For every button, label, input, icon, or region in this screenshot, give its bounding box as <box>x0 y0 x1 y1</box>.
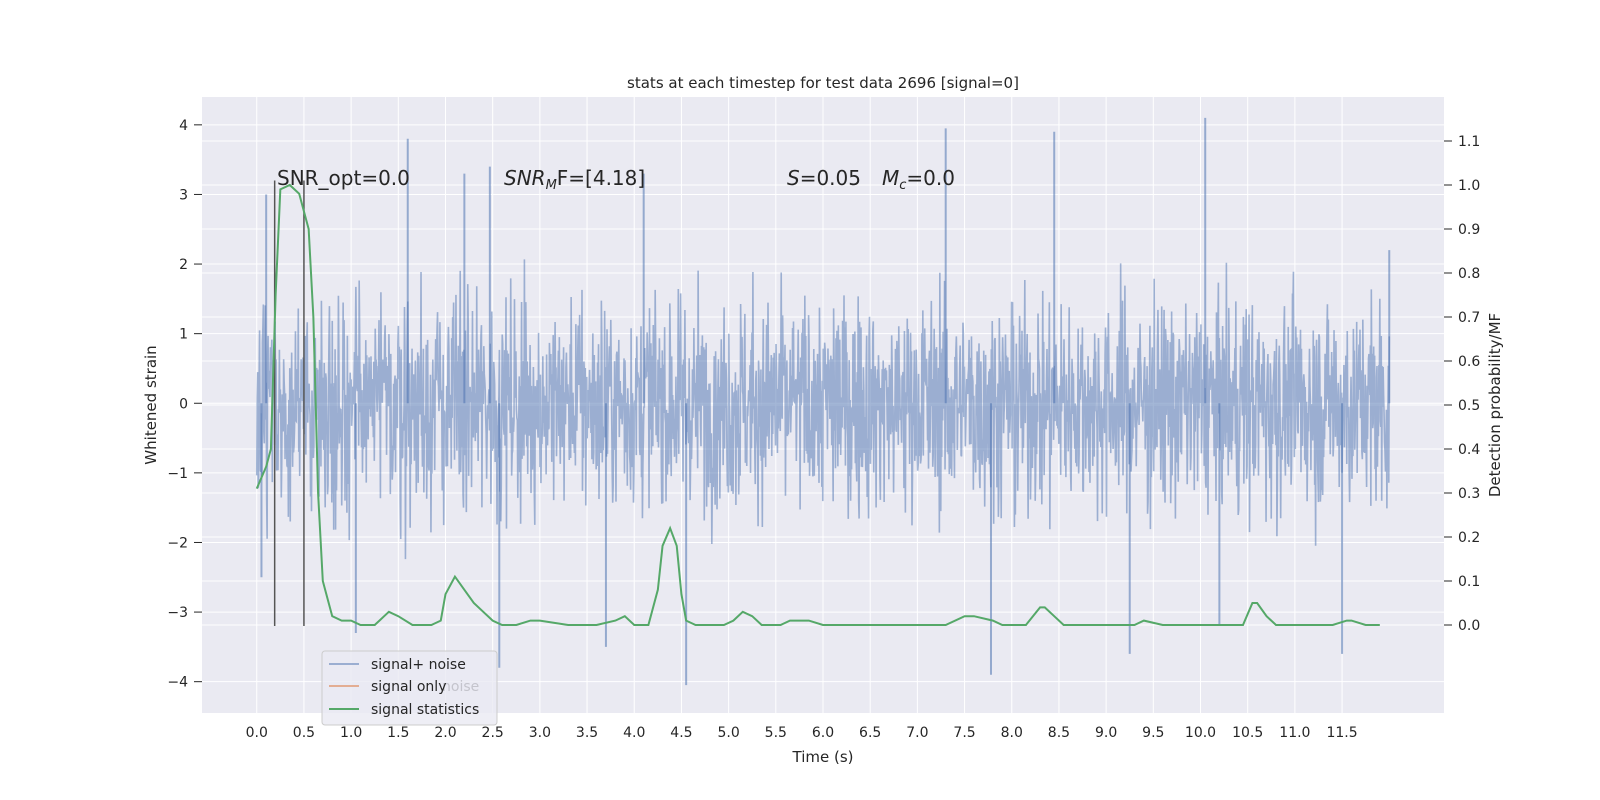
s-rest: =0.05 <box>800 166 861 190</box>
x-tick-label: 5.5 <box>765 725 787 741</box>
x-tick-labels: 0.0 0.5 1.0 1.5 2.0 2.5 3.0 3.5 4.0 4.5 5.0 5.5 6.0 6… <box>246 725 1358 741</box>
x-tick-label: 2.0 <box>434 725 456 741</box>
x-tick-label: 9.0 <box>1095 725 1117 741</box>
marker-vlines <box>273 180 305 626</box>
x-tick-label: 4.5 <box>670 725 692 741</box>
y-right-axis-title: Detection probability/MF <box>1486 313 1504 497</box>
annotation-snr-mf: SNRMF=[4.18] <box>504 166 645 193</box>
y-left-tick-labels: 4 3 2 1 0 −1 −2 −3 −4 <box>167 118 202 691</box>
y-right-tick-label: 0.8 <box>1458 266 1480 282</box>
y-tick-label: 4 <box>179 118 188 134</box>
legend-box <box>321 650 498 726</box>
x-tick-label: 2.5 <box>482 725 504 741</box>
snr-mf-sub: M <box>546 178 557 193</box>
x-tick-label: 3.5 <box>576 725 598 741</box>
x-tick-label: 1.0 <box>340 725 362 741</box>
y-right-tick-label: 0.3 <box>1458 486 1480 502</box>
legend-label-signal-only: signal only <box>371 679 446 695</box>
snr-mf-rest: F=[4.18] <box>557 166 645 190</box>
x-tick-label: 5.0 <box>717 725 739 741</box>
annotation-s: S=0.05 <box>787 166 861 190</box>
annotation-snr-opt: SNR_opt=0.0 <box>277 166 410 190</box>
signal-noise-series <box>255 117 1391 686</box>
y-tick-label: −1 <box>167 466 188 482</box>
y-right-tick-label: 0.7 <box>1458 310 1480 326</box>
annotation-mc: Mc=0.0 <box>882 166 955 193</box>
x-tick-label: 11.5 <box>1326 725 1357 741</box>
x-tick-label: 8.0 <box>1001 725 1023 741</box>
x-tick-label: 0.0 <box>246 725 268 741</box>
noise-trace <box>255 259 1391 560</box>
snr-mf-main: SNR <box>504 166 546 190</box>
x-axis-title: Time (s) <box>792 748 854 766</box>
x-tick-label: 10.0 <box>1185 725 1216 741</box>
x-tick-label: 3.0 <box>529 725 551 741</box>
legend-ghost-text: noise <box>442 679 479 695</box>
legend-label-signal-noise: signal+ noise <box>371 657 466 673</box>
y-right-tick-labels: 1.1 1.0 0.9 0.8 0.7 0.6 0.5 0.4 0.3 0.2 0.1 0.0 <box>1444 134 1480 634</box>
y-tick-label: −2 <box>167 535 188 551</box>
x-tick-label: 4.0 <box>623 725 645 741</box>
y-tick-label: 3 <box>179 187 188 203</box>
mc-sub: c <box>899 178 906 193</box>
legend-label-signal-statistics: signal statistics <box>371 702 479 718</box>
y-right-tick-label: 1.0 <box>1458 178 1480 194</box>
x-tick-label: 11.0 <box>1279 725 1310 741</box>
y-right-tick-label: 1.1 <box>1458 134 1480 150</box>
chart-title: stats at each timestep for test data 269… <box>627 74 1019 92</box>
legend: signal+ noise noise signal only signal s… <box>321 650 498 726</box>
x-tick-label: 1.5 <box>387 725 409 741</box>
x-tick-label: 10.5 <box>1232 725 1263 741</box>
y-right-tick-label: 0.5 <box>1458 398 1480 414</box>
y-right-tick-label: 0.9 <box>1458 222 1480 238</box>
y-right-tick-label: 0.1 <box>1458 574 1480 590</box>
y-right-tick-label: 0.2 <box>1458 530 1480 546</box>
y-tick-label: 2 <box>179 257 188 273</box>
x-tick-label: 7.0 <box>906 725 928 741</box>
signal-statistics-line <box>255 183 1380 626</box>
y-tick-label: −3 <box>167 605 188 621</box>
y-right-tick-label: 0.0 <box>1458 618 1480 634</box>
mc-rest: =0.0 <box>906 166 955 190</box>
y-axis-title: Whitened strain <box>142 345 160 464</box>
mc-main: M <box>882 166 899 190</box>
x-tick-label: 7.5 <box>953 725 975 741</box>
y-tick-label: −4 <box>167 675 188 691</box>
x-tick-label: 6.5 <box>859 725 881 741</box>
y-right-tick-label: 0.6 <box>1458 354 1480 370</box>
x-tick-label: 9.5 <box>1142 725 1164 741</box>
x-tick-label: 8.5 <box>1048 725 1070 741</box>
y-right-tick-label: 0.4 <box>1458 442 1480 458</box>
s-main: S <box>787 166 800 190</box>
x-tick-label: 0.5 <box>293 725 315 741</box>
y-tick-label: 1 <box>179 327 188 343</box>
y-tick-label: 0 <box>179 396 188 412</box>
x-tick-label: 6.0 <box>812 725 834 741</box>
